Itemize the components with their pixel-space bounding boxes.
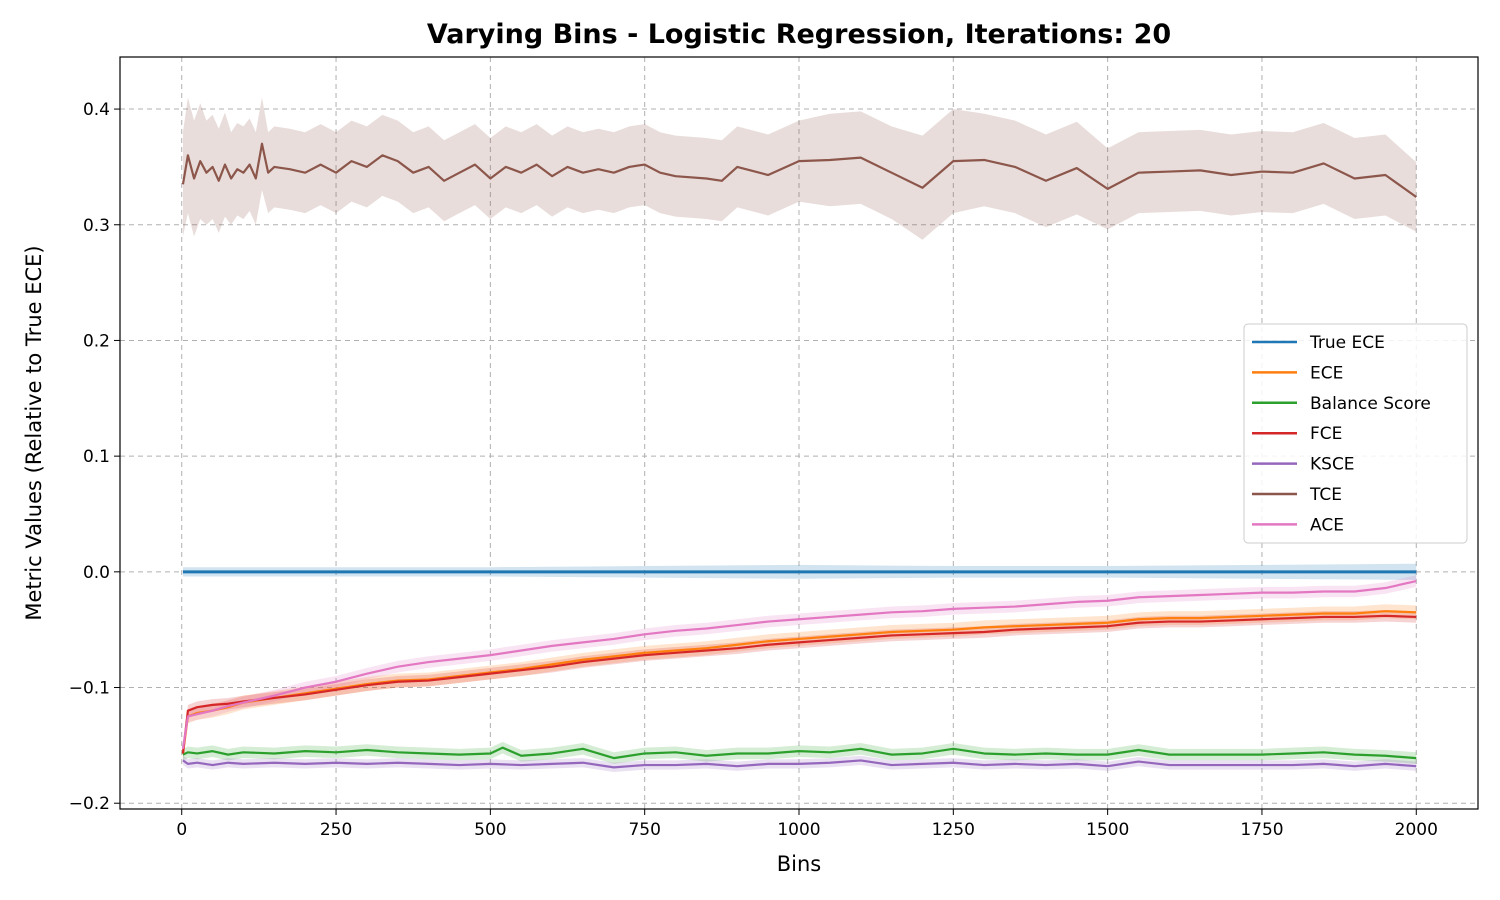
y-tick-label: 0.2	[83, 331, 110, 351]
ksce-legend-label: KSCE	[1310, 455, 1355, 475]
x-tick-label: 250	[320, 820, 352, 840]
legend: True ECE ECE Balance Score FCE KSCE TCE ACE	[1243, 323, 1468, 544]
y-tick-label: −0.2	[69, 794, 110, 814]
x-tick-label: 750	[628, 820, 660, 840]
true-ece-legend-label: True ECE	[1309, 333, 1385, 353]
chart-title: Varying Bins - Logistic Regression, Iter…	[427, 19, 1171, 50]
y-tick-label: −0.1	[69, 679, 110, 699]
ace-line	[181, 580, 1417, 750]
ksce-line	[182, 759, 1417, 769]
x-tick-label: 1000	[777, 820, 820, 840]
x-tick-label: 1750	[1240, 820, 1283, 840]
x-tick-label: 0	[176, 820, 187, 840]
ece-line	[181, 610, 1417, 754]
y-tick-label: 0.3	[83, 216, 110, 236]
y-tick-label: 0.1	[83, 447, 110, 467]
ece-legend-label: ECE	[1310, 363, 1343, 383]
y-axis: −0.2 −0.1 0.0 0.1 0.2 0.3 0.4	[69, 100, 120, 814]
y-tick-label: 0.0	[83, 563, 110, 583]
x-tick-label: 500	[474, 820, 506, 840]
tce-legend-label: TCE	[1309, 485, 1342, 505]
ace-band	[182, 575, 1417, 755]
fce-legend-label: FCE	[1310, 424, 1342, 444]
x-axis-label: Bins	[777, 852, 822, 876]
bands	[182, 97, 1417, 772]
x-tick-label: 1500	[1086, 820, 1129, 840]
x-tick-label: 2000	[1395, 820, 1438, 840]
tce-line	[181, 142, 1417, 198]
series-lines	[181, 142, 1417, 769]
balance-score-line	[182, 746, 1417, 760]
y-tick-label: 0.4	[83, 100, 110, 120]
x-axis: 0 250 500 750 1000 1250 1500 1750 2000	[176, 809, 1438, 840]
y-axis-label: Metric Values (Relative to True ECE)	[22, 245, 46, 620]
x-tick-label: 1250	[932, 820, 975, 840]
legend-box	[1243, 323, 1468, 544]
ece-band	[182, 604, 1417, 761]
fce-line	[181, 614, 1417, 754]
tce-band	[182, 97, 1417, 240]
balance-score-legend-label: Balance Score	[1310, 394, 1431, 414]
ace-legend-label: ACE	[1310, 515, 1344, 535]
balance-score-band	[182, 741, 1417, 764]
